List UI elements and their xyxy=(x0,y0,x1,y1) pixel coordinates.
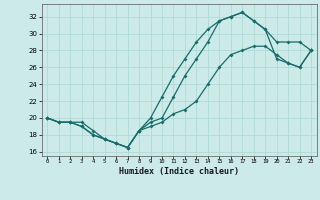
X-axis label: Humidex (Indice chaleur): Humidex (Indice chaleur) xyxy=(119,167,239,176)
